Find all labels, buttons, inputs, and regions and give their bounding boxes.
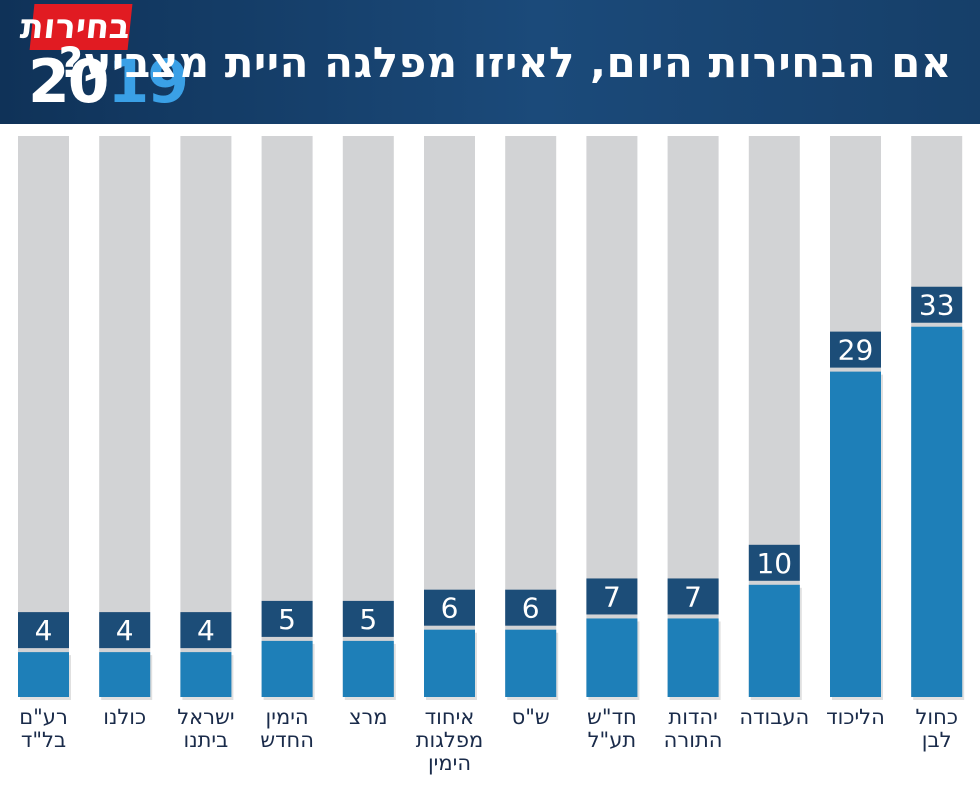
bar <box>911 326 963 697</box>
bar-track <box>180 136 232 697</box>
bar <box>667 618 719 697</box>
category-label-line: תע"ל <box>588 728 637 752</box>
category-label: רע"ם בל"ד <box>19 705 68 752</box>
bar <box>505 629 557 697</box>
category-label-line: ישראל <box>177 705 234 729</box>
category-label: ישראל ביתנו <box>177 705 234 752</box>
bar <box>424 629 475 697</box>
category-label-line: כחול <box>915 705 957 729</box>
category-label-line: ביתנו <box>184 728 229 752</box>
bar <box>18 652 69 697</box>
category-label: יהדות התורה <box>664 705 723 752</box>
value-label: 5 <box>359 603 377 636</box>
category-label: חד"ש תע"ל <box>587 705 637 752</box>
value-label-box <box>586 578 638 615</box>
category-label-line: הימין <box>266 705 309 729</box>
elections-2019-logo: בחירות 2019 <box>18 0 189 118</box>
category-label-line: מרצ <box>349 705 388 729</box>
value-label: 29 <box>838 334 874 367</box>
category-label-line: מפלגות <box>416 728 484 752</box>
value-label-box <box>911 286 963 323</box>
category-label: ש"ס <box>512 705 550 729</box>
value-label: 7 <box>603 580 621 613</box>
category-label-line: בל"ד <box>21 728 66 752</box>
category-label-line: יהדות <box>668 705 717 729</box>
category-label: כחול לבן <box>915 705 957 752</box>
bar-track <box>99 136 151 697</box>
bar <box>830 371 881 697</box>
bar <box>748 584 800 697</box>
value-label: 33 <box>919 289 955 322</box>
value-label: 4 <box>116 614 134 647</box>
category-label-line: העבודה <box>739 705 809 729</box>
bar <box>99 652 151 697</box>
category-label: מרצ <box>349 705 388 729</box>
value-label-box <box>342 600 394 637</box>
category-label-line: החדש <box>260 728 314 752</box>
bar <box>342 640 394 697</box>
value-label: 10 <box>756 547 792 580</box>
category-label-line: הימין <box>428 751 471 775</box>
value-label: 6 <box>441 592 459 625</box>
value-label: 4 <box>35 614 53 647</box>
category-label-line: ש"ס <box>512 705 550 729</box>
category-label-line: רע"ם <box>19 705 68 729</box>
category-label-line: כולנו <box>103 705 146 729</box>
category-label-line: התורה <box>664 728 723 752</box>
category-label-line: הליכוד <box>826 705 885 729</box>
chart-header: בחירות 2019 אם הבחירות היום, לאיזו מפלגה… <box>0 0 980 124</box>
bar <box>261 640 313 697</box>
category-label-line: איחוד <box>425 705 475 729</box>
value-label-box <box>18 612 69 649</box>
bar-track <box>18 136 69 697</box>
logo-year-part-a: 20 <box>28 47 109 117</box>
value-label-box <box>261 600 313 637</box>
category-label: כולנו <box>103 705 146 729</box>
value-label: 6 <box>522 592 540 625</box>
category-label: הליכוד <box>826 705 885 729</box>
category-label-line: לבן <box>922 728 952 752</box>
category-label: הימין החדש <box>260 705 314 752</box>
value-label-box <box>830 331 881 368</box>
value-label: 4 <box>197 614 215 647</box>
bar <box>180 652 232 697</box>
bar <box>586 618 638 697</box>
category-label: העבודה <box>739 705 809 729</box>
value-label-box <box>667 578 719 615</box>
value-label-box <box>424 589 475 626</box>
logo-year-part-b: 19 <box>107 47 189 117</box>
value-label: 5 <box>278 603 296 636</box>
value-label-box <box>99 612 151 649</box>
logo-year: 2019 <box>28 47 189 117</box>
category-label: איחוד מפלגות הימין <box>416 705 484 775</box>
value-label-box <box>505 589 557 626</box>
value-label-box <box>748 544 800 581</box>
value-label-box <box>180 612 232 649</box>
category-label-line: חד"ש <box>587 705 637 729</box>
value-label: 7 <box>684 580 702 613</box>
chart-title: אם הבחירות היום, לאיזו מפלגה היית מצביע? <box>58 38 952 87</box>
